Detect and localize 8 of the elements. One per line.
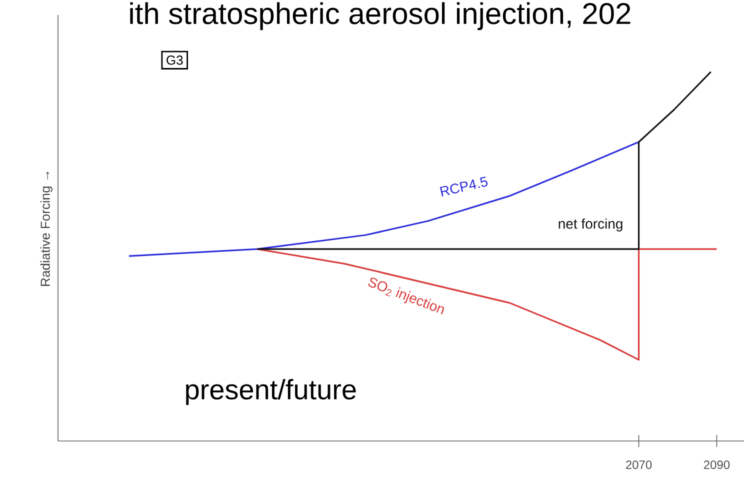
series-label: net forcing — [558, 218, 622, 232]
text: RCP4.5 — [440, 176, 488, 196]
text: G3 — [166, 56, 183, 65]
y-axis-title: Radiative Forcing → — [40, 172, 52, 286]
x-tick-label: 2090 — [704, 460, 730, 470]
x-tick-label: 2070 — [626, 460, 652, 470]
annotation: present/future — [186, 378, 356, 406]
chart-title: ith stratospheric aerosol injection, 202 — [130, 2, 630, 30]
